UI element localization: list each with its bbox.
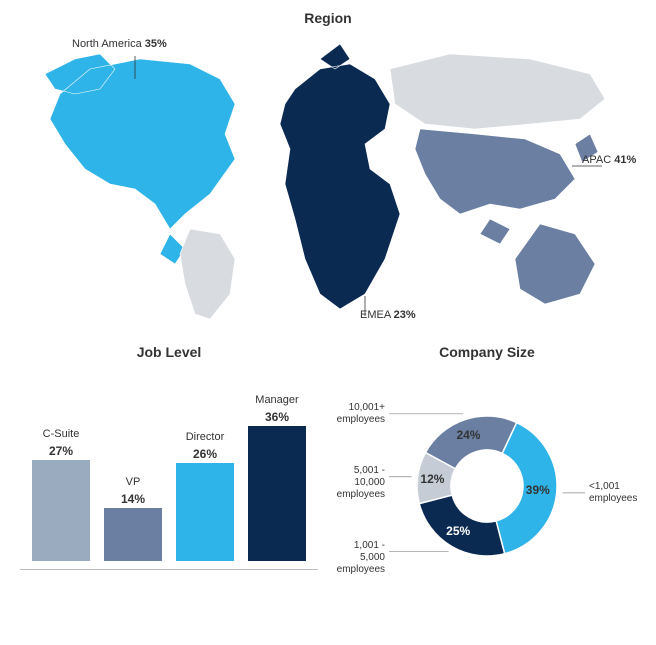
- donut-label: <1,001employees: [589, 481, 637, 505]
- bar-pct: 36%: [265, 410, 289, 424]
- bar-label: VP: [126, 476, 141, 488]
- bar-col-manager: Manager 36%: [248, 380, 306, 561]
- na-text: North America: [72, 38, 142, 50]
- bar-pct: 26%: [193, 447, 217, 461]
- label-apac: APAC 41%: [582, 154, 636, 166]
- job-level-title: Job Level: [20, 344, 318, 360]
- company-size-donut: 39% <1,001employees 25% 1,001 - 5,000employ…: [338, 380, 636, 580]
- company-size-title: Company Size: [338, 344, 636, 360]
- region-south-america: [180, 229, 235, 319]
- bar-col-vp: VP 14%: [104, 380, 162, 561]
- donut-pct: 25%: [446, 524, 470, 538]
- region-apac: [415, 129, 598, 304]
- emea-text: EMEA: [360, 309, 391, 321]
- donut-label: 5,001 - 10,000employees: [337, 465, 385, 501]
- bar-pct: 14%: [121, 492, 145, 506]
- donut-label: 1,001 - 5,000employees: [337, 540, 385, 576]
- donut-label: 10,001+employees: [337, 402, 385, 426]
- bar-label: C-Suite: [43, 428, 80, 440]
- region-emea: [280, 44, 400, 309]
- label-north-america: North America 35%: [72, 38, 167, 50]
- donut-pct: 39%: [526, 483, 550, 497]
- bar: [104, 508, 162, 561]
- region-section: Region North America 35: [20, 10, 636, 324]
- bar-col-director: Director 26%: [176, 380, 234, 561]
- world-map-svg: [20, 34, 636, 324]
- bar-label: Manager: [255, 394, 298, 406]
- bar-col-c-suite: C-Suite 27%: [32, 380, 90, 561]
- region-north-asia: [390, 54, 605, 129]
- infographic-container: Region North America 35: [0, 0, 656, 645]
- company-size-panel: Company Size 39% <1,001employees 25% 1,001 …: [338, 344, 636, 580]
- bar: [32, 460, 90, 561]
- bar: [176, 463, 234, 561]
- bottom-row: Job Level C-Suite 27% VP 14% Director 26% Mana…: [20, 344, 636, 580]
- region-map: North America 35% EMEA 23% APAC 41%: [20, 34, 636, 324]
- na-pct: 35%: [145, 38, 167, 50]
- label-emea: EMEA 23%: [360, 309, 416, 321]
- bar: [248, 426, 306, 561]
- job-level-barchart: C-Suite 27% VP 14% Director 26% Manager 36%: [20, 380, 318, 570]
- bar-label: Director: [186, 431, 225, 443]
- bar-pct: 27%: [49, 444, 73, 458]
- apac-pct: 41%: [614, 154, 636, 166]
- job-level-panel: Job Level C-Suite 27% VP 14% Director 26% Mana…: [20, 344, 318, 580]
- region-title: Region: [20, 10, 636, 26]
- donut-pct: 12%: [420, 472, 444, 486]
- emea-pct: 23%: [394, 309, 416, 321]
- apac-text: APAC: [582, 154, 611, 166]
- donut-pct: 24%: [456, 428, 480, 442]
